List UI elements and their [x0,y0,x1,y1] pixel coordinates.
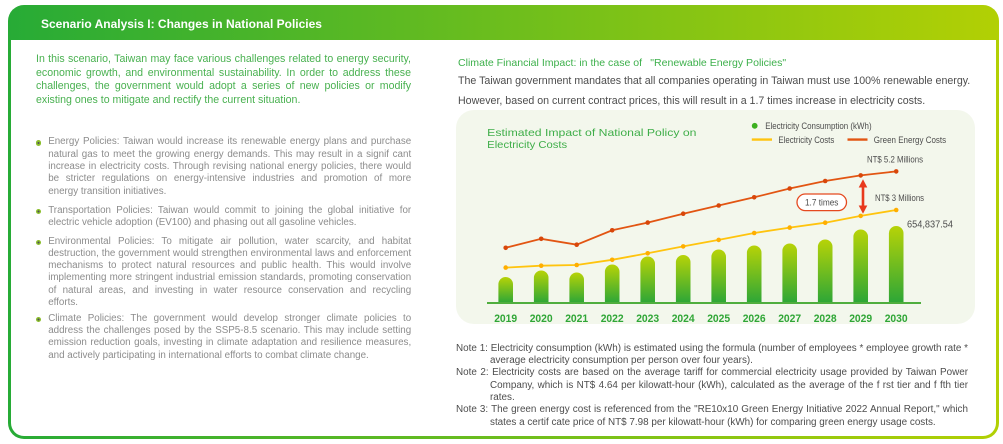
svg-text:2019: 2019 [494,313,517,324]
svg-text:Estimated Impact of National P: Estimated Impact of National Policy on [487,127,696,139]
svg-text:2027: 2027 [778,313,801,324]
svg-text:Electricity Consumption (kWh): Electricity Consumption (kWh) [765,121,871,131]
svg-text:Electricity Costs: Electricity Costs [778,135,834,145]
svg-text:2029: 2029 [849,313,872,324]
svg-text:1.7 times: 1.7 times [805,198,839,208]
svg-text:2022: 2022 [601,313,624,324]
svg-text:2028: 2028 [814,313,837,324]
svg-text:2030: 2030 [885,313,908,324]
svg-text:NT$ 5.2 Millions: NT$ 5.2 Millions [867,155,923,165]
svg-text:2023: 2023 [636,313,659,324]
svg-text:2021: 2021 [565,313,588,324]
svg-text:2020: 2020 [530,313,553,324]
svg-text:654,837.54: 654,837.54 [907,220,954,231]
svg-text:2026: 2026 [743,313,766,324]
svg-text:NT$ 3 Millions: NT$ 3 Millions [875,193,924,203]
svg-text:2024: 2024 [672,313,695,324]
svg-text:2025: 2025 [707,313,730,324]
svg-text:Electricity Costs: Electricity Costs [487,139,567,151]
svg-text:Green Energy Costs: Green Energy Costs [874,135,947,145]
